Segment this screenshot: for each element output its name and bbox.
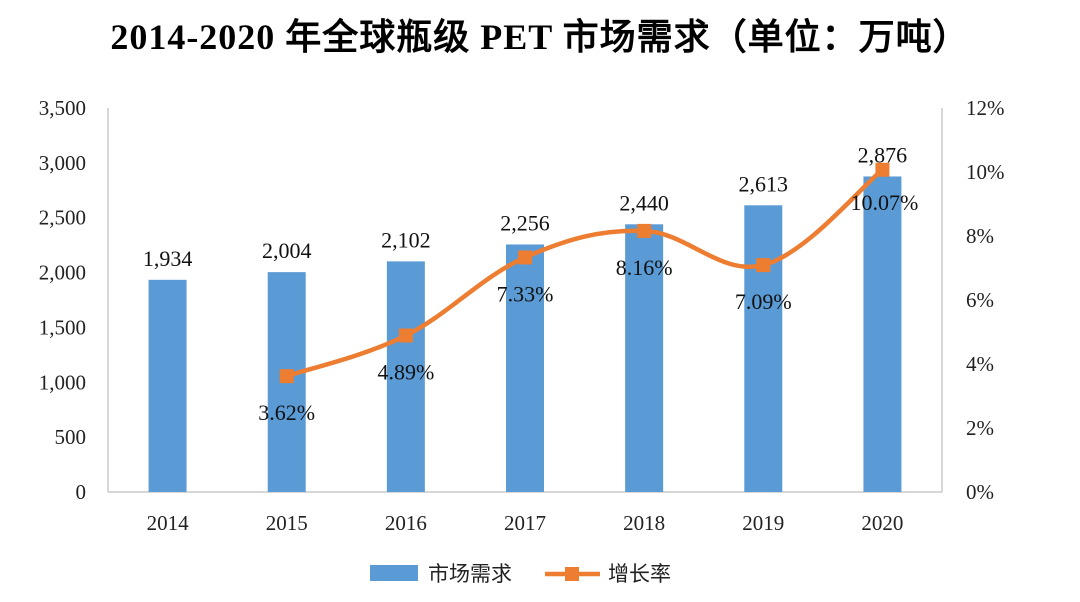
bar-value-label: 2,613 <box>739 171 789 196</box>
legend: 市场需求 增长率 <box>370 562 671 586</box>
bar-value-label: 2,102 <box>381 227 431 252</box>
growth-value-label: 8.16% <box>616 255 673 280</box>
bar-2016 <box>386 261 425 492</box>
y-right-tick-label: 8% <box>966 224 994 248</box>
growth-marker-2018 <box>637 223 652 238</box>
y-left-tick-label: 3,500 <box>39 96 86 120</box>
growth-marker-2016 <box>398 328 413 343</box>
y-left-tick-label: 1,500 <box>39 315 86 339</box>
y-right-tick-label: 6% <box>966 288 994 312</box>
legend-line-marker <box>565 567 579 581</box>
x-tick-label: 2017 <box>504 511 546 535</box>
legend-bar-label: 市场需求 <box>428 562 512 586</box>
bar-value-label: 2,256 <box>500 210 550 235</box>
y-right-tick-label: 10% <box>966 160 1005 184</box>
y-left-tick-label: 0 <box>76 480 87 504</box>
bar-2014 <box>148 279 187 492</box>
x-tick-label: 2016 <box>385 511 427 535</box>
chart-title: 2014-2020 年全球瓶级 PET 市场需求（单位：万吨） <box>110 17 970 57</box>
growth-line <box>279 162 890 384</box>
y-right-tick-label: 12% <box>966 96 1005 120</box>
growth-value-label: 10.07% <box>851 190 919 215</box>
y-left-tick-label: 3,000 <box>39 151 86 175</box>
growth-marker-2017 <box>518 250 532 265</box>
growth-value-label: 4.89% <box>377 360 434 385</box>
bar-value-label: 1,934 <box>143 246 193 271</box>
bar-value-label: 2,440 <box>619 190 669 215</box>
y-right-tick-label: 0% <box>966 480 994 504</box>
bar-2019 <box>744 205 783 492</box>
y-left-tick-label: 2,500 <box>39 206 86 230</box>
axes: 0 500 1,000 1,500 2,000 2,500 3,000 3,500 0% 2% 4%… <box>39 96 1005 535</box>
y-left-tick-label: 500 <box>55 425 87 449</box>
bar-value-label: 2,876 <box>858 142 908 167</box>
legend-bar-swatch <box>370 565 418 581</box>
bar-2018 <box>625 224 664 492</box>
x-tick-label: 2020 <box>861 511 903 535</box>
y-left-tick-label: 1,000 <box>39 370 86 394</box>
growth-value-label: 7.33% <box>497 281 554 306</box>
bar-value-label: 2,004 <box>262 238 312 263</box>
bars <box>148 176 902 492</box>
x-tick-label: 2018 <box>623 511 665 535</box>
growth-marker-2015 <box>279 369 294 384</box>
growth-value-label: 3.62% <box>258 400 315 425</box>
growth-marker-2019 <box>756 258 771 273</box>
growth-rate-line <box>285 168 884 379</box>
growth-marker-2020 <box>875 162 890 177</box>
data-labels: 1,934 2,004 2,102 2,256 2,440 2,613 2,876 3.62%… <box>143 142 919 425</box>
bar-2017 <box>506 244 544 492</box>
bar-2020 <box>863 176 902 492</box>
x-tick-label: 2015 <box>266 511 308 535</box>
x-tick-label: 2014 <box>147 511 190 535</box>
growth-value-label: 7.09% <box>735 289 792 314</box>
x-tick-label: 2019 <box>742 511 784 535</box>
y-right-tick-label: 4% <box>966 352 994 376</box>
y-right-tick-label: 2% <box>966 416 994 440</box>
y-left-tick-label: 2,000 <box>39 261 86 285</box>
legend-line-label: 增长率 <box>608 562 671 586</box>
